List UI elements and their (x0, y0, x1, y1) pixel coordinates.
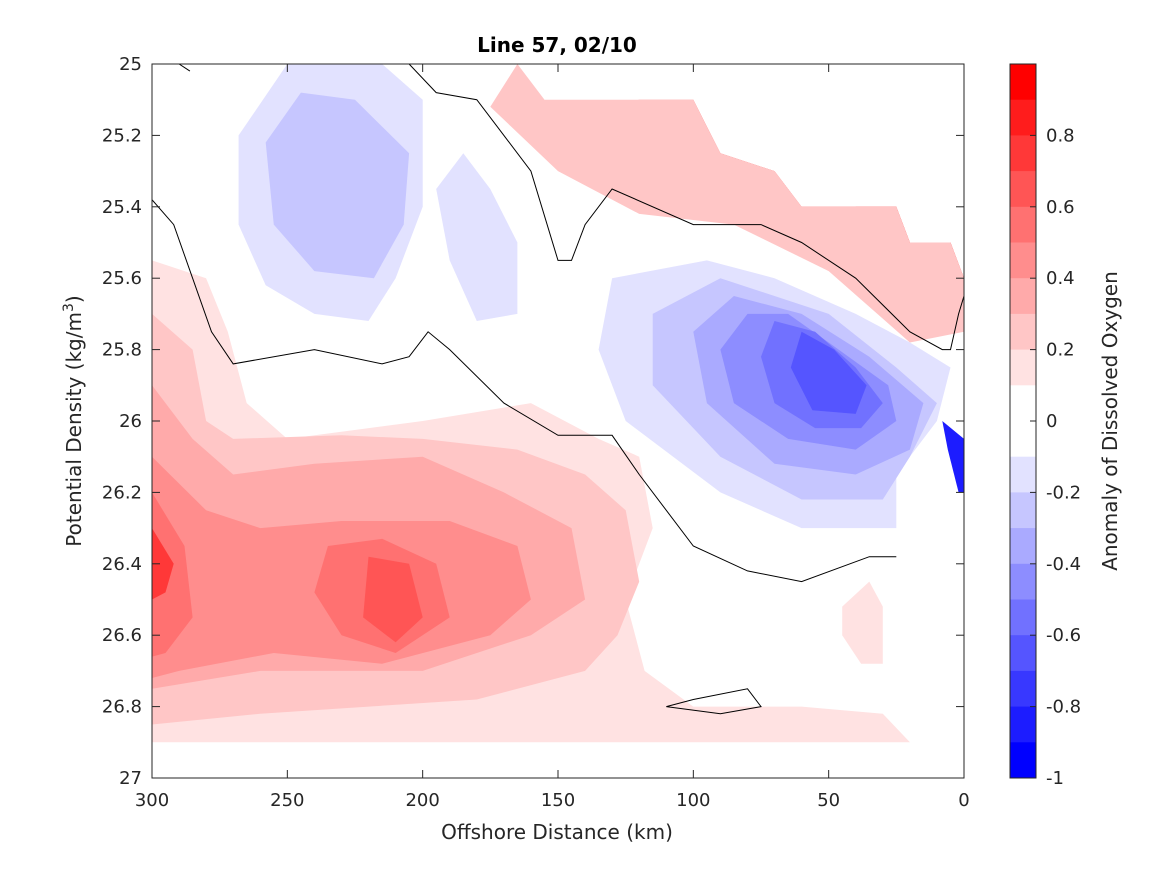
contour-region-nearshore-surface-pos1 (490, 64, 964, 343)
colorbar-band (1010, 64, 1036, 101)
colorbar-band (1010, 635, 1036, 672)
y-tick-label: 26.8 (102, 697, 142, 718)
contour-region-nearshore-neg6 (790, 331, 867, 414)
x-tick-label: 50 (817, 790, 840, 811)
contour-line-layer (152, 64, 964, 715)
y-tick-label: 25.6 (102, 268, 142, 289)
plot-area (151, 63, 965, 779)
contour-line-2 (408, 64, 964, 351)
y-tick-label: 26.2 (102, 482, 142, 503)
contour-region-nearshore-deep-pos (842, 581, 883, 664)
y-tick-label: 25.2 (102, 125, 142, 146)
y-axis-title-suffix: ) (62, 295, 86, 303)
contour-fill-layer (152, 64, 964, 743)
colorbar-tick-label: 0.2 (1046, 340, 1075, 361)
contour-line-0 (178, 64, 191, 72)
y-axis: 25 25.2 25.4 25.6 25.8 26 26.2 26.4 26.6 26.8 27 (102, 54, 964, 789)
colorbar-tick-label: 0.4 (1046, 268, 1075, 289)
colorbar-band (1010, 456, 1036, 493)
colorbar-band (1010, 278, 1036, 315)
y-tick-label: 27 (119, 768, 142, 789)
contour-region-deep-pos6-west (152, 528, 174, 600)
y-axis-title: Potential Density (kg/m3) (61, 295, 86, 546)
colorbar-tick-label: -1 (1046, 768, 1064, 789)
y-axis-title-superscript: 3 (61, 303, 77, 312)
x-tick-label: 250 (270, 790, 304, 811)
colorbar-tick-label: 0 (1046, 411, 1057, 432)
contour-region-offshore-surface-neg2 (265, 92, 410, 279)
colorbar-band (1010, 563, 1036, 600)
colorbar-band (1010, 349, 1036, 386)
x-axis-title: Offshore Distance (km) (441, 820, 673, 844)
contour-region-deep-pos5-west (152, 492, 193, 657)
contour-region-deep-pos6-core (363, 556, 423, 643)
colorbar-band (1010, 528, 1036, 565)
colorbar-band (1010, 492, 1036, 529)
y-tick-label: 26 (119, 411, 142, 432)
x-tick-label: 200 (405, 790, 439, 811)
colorbar-tick-label: -0.8 (1046, 697, 1081, 718)
colorbar-tick-label: 0.6 (1046, 197, 1075, 218)
y-tick-label: 26.4 (102, 554, 142, 575)
colorbar-tick-label: -0.4 (1046, 554, 1081, 575)
contour-line-3 (666, 688, 762, 715)
colorbar-band (1010, 599, 1036, 636)
colorbar-band (1010, 706, 1036, 743)
y-axis-title-main: Potential Density (kg/m (62, 312, 86, 547)
x-tick-label: 300 (135, 790, 169, 811)
colorbar-band (1010, 670, 1036, 708)
colorbar-band (1010, 313, 1036, 351)
colorbar-band (1010, 99, 1036, 136)
x-tick-label: 100 (676, 790, 710, 811)
x-tick-label: 0 (958, 790, 969, 811)
y-tick-label: 25.4 (102, 197, 142, 218)
x-axis: 300 250 200 150 100 50 0 (135, 64, 970, 811)
colorbar-band (1010, 171, 1036, 208)
contour-region-midshore-surface-neg (436, 153, 518, 321)
colorbar: 0.8 0.6 0.4 0.2 0 -0.2 -0.4 -0.6 -0.8 -1 (1009, 63, 1081, 789)
colorbar-band (1010, 242, 1036, 279)
chart-title: Line 57, 02/10 (477, 33, 637, 57)
y-tick-label: 25 (119, 54, 142, 75)
colorbar-tick-label: -0.2 (1046, 482, 1081, 503)
colorbar-ticks: 0.8 0.6 0.4 0.2 0 -0.2 -0.4 -0.6 -0.8 -1 (1030, 125, 1081, 789)
colorbar-tick-label: -0.6 (1046, 625, 1081, 646)
colorbar-band (1010, 135, 1036, 172)
contour-region-nearshore-neg8 (942, 421, 964, 493)
colorbar-tick-label: 0.8 (1046, 125, 1075, 146)
x-tick-label: 150 (541, 790, 575, 811)
colorbar-bands (1010, 64, 1036, 779)
colorbar-band (1010, 742, 1036, 779)
colorbar-band (1010, 206, 1036, 243)
colorbar-title: Anomaly of Dissolved Oxygen (1098, 271, 1122, 571)
y-tick-label: 25.8 (102, 340, 142, 361)
contour-line-1 (152, 199, 897, 583)
y-tick-label: 26.6 (102, 625, 142, 646)
